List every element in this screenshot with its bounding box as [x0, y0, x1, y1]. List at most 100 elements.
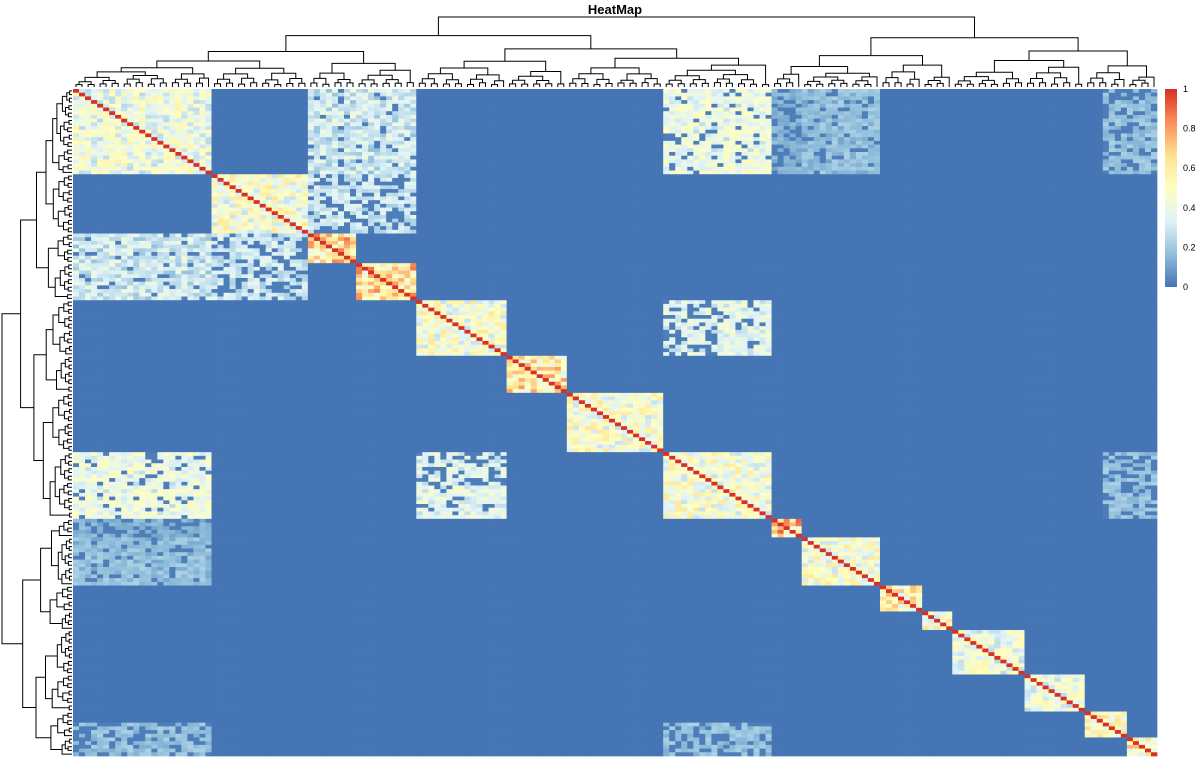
- heatmap-cell: [217, 159, 224, 164]
- heatmap-cell: [1102, 111, 1110, 116]
- heatmap-cell: [904, 107, 911, 112]
- heatmap-cell: [500, 144, 507, 149]
- heatmap-cell: [596, 137, 604, 142]
- heatmap-cell: [952, 166, 959, 171]
- heatmap-cell: [771, 148, 778, 153]
- heatmap-cell: [325, 148, 333, 153]
- heatmap-cell: [964, 163, 971, 168]
- column-dendrogram-branch: [605, 83, 613, 87]
- heatmap-cell: [542, 129, 550, 134]
- heatmap-cell: [958, 133, 965, 138]
- heatmap-cell: [223, 159, 230, 164]
- heatmap-cell: [825, 137, 833, 142]
- heatmap-cell: [675, 111, 682, 116]
- heatmap-cell: [735, 122, 742, 127]
- heatmap-cell: [259, 140, 267, 145]
- heatmap-cell: [795, 122, 803, 127]
- heatmap-cell: [578, 96, 586, 101]
- heatmap-cell: [362, 96, 369, 101]
- heatmap-cell: [199, 181, 206, 186]
- heatmap-cell: [765, 96, 772, 101]
- heatmap-cell: [717, 177, 724, 182]
- heatmap-cell: [994, 159, 1001, 164]
- heatmap-cell: [115, 118, 122, 123]
- heatmap-cell: [1132, 140, 1140, 145]
- heatmap-cell: [855, 103, 863, 108]
- heatmap-cell: [705, 166, 712, 171]
- heatmap-cell: [434, 111, 441, 116]
- heatmap-cell: [247, 89, 255, 94]
- heatmap-cell: [621, 181, 628, 186]
- heatmap-cell: [470, 103, 477, 108]
- heatmap-cell: [657, 122, 664, 127]
- heatmap-cell: [843, 89, 851, 94]
- heatmap-cell: [440, 118, 447, 123]
- heatmap-cell: [663, 151, 670, 157]
- heatmap-cell: [910, 144, 917, 149]
- heatmap-cell: [356, 100, 363, 105]
- heatmap-cell: [229, 107, 236, 112]
- heatmap-cell: [440, 103, 447, 108]
- heatmap-cell: [506, 96, 513, 101]
- heatmap-cell: [753, 118, 760, 123]
- heatmap-cell: [645, 148, 652, 153]
- heatmap-cell: [849, 96, 857, 101]
- heatmap-cell: [1060, 129, 1068, 134]
- heatmap-cell: [1042, 122, 1049, 127]
- heatmap-cell: [681, 151, 688, 157]
- column-dendrogram-branch: [557, 83, 565, 87]
- heatmap-cell: [801, 129, 809, 134]
- heatmap-cell: [578, 159, 586, 164]
- heatmap-cell: [687, 151, 694, 157]
- heatmap-cell: [169, 137, 176, 142]
- heatmap-cell: [127, 133, 134, 138]
- heatmap-cell: [982, 111, 989, 116]
- heatmap-cell: [837, 151, 845, 157]
- heatmap-cell: [404, 170, 411, 175]
- column-dendrogram-branch: [491, 84, 499, 87]
- heatmap-cell: [187, 148, 194, 153]
- heatmap-cell: [892, 166, 899, 171]
- heatmap-cell: [608, 151, 616, 157]
- column-dendrogram-branch: [262, 82, 270, 87]
- heatmap-cell: [687, 111, 694, 116]
- row-dendrogram-branch: [69, 575, 72, 581]
- heatmap-cell: [855, 163, 863, 168]
- heatmap-cell: [946, 148, 953, 153]
- column-dendrogram-branch: [894, 82, 902, 87]
- heatmap-cell: [837, 118, 845, 123]
- heatmap-cell: [271, 133, 279, 138]
- heatmap-cell: [596, 166, 604, 171]
- heatmap-cell: [1006, 133, 1013, 138]
- heatmap-cell: [934, 103, 941, 108]
- heatmap-cell: [518, 140, 526, 145]
- heatmap-cell: [928, 133, 935, 138]
- heatmap-cell: [976, 107, 983, 112]
- heatmap-cell: [151, 144, 158, 149]
- heatmap-cell: [536, 107, 544, 112]
- heatmap-cell: [518, 181, 526, 186]
- column-dendrogram-branch: [214, 83, 221, 87]
- heatmap-cell: [368, 144, 375, 149]
- heatmap-cell: [801, 177, 809, 182]
- heatmap-cell: [536, 89, 544, 94]
- heatmap-cell: [331, 148, 339, 153]
- heatmap-cell: [1042, 177, 1049, 182]
- heatmap-cell: [440, 144, 447, 149]
- heatmap-cell: [277, 170, 285, 175]
- heatmap-cell: [970, 137, 977, 142]
- heatmap-cell: [982, 163, 989, 168]
- heatmap-cell: [976, 159, 983, 164]
- heatmap-cell: [621, 129, 628, 134]
- heatmap-cell: [813, 166, 821, 171]
- heatmap-cell: [386, 111, 393, 116]
- heatmap-cell: [892, 129, 899, 134]
- heatmap-cell: [813, 159, 821, 164]
- heatmap-cell: [873, 159, 881, 164]
- heatmap-cell: [356, 103, 363, 108]
- heatmap-cell: [265, 159, 273, 164]
- row-dendrogram-branch: [69, 738, 72, 744]
- heatmap-cell: [651, 140, 658, 145]
- heatmap-cell: [181, 148, 188, 153]
- heatmap-cell: [1054, 148, 1061, 153]
